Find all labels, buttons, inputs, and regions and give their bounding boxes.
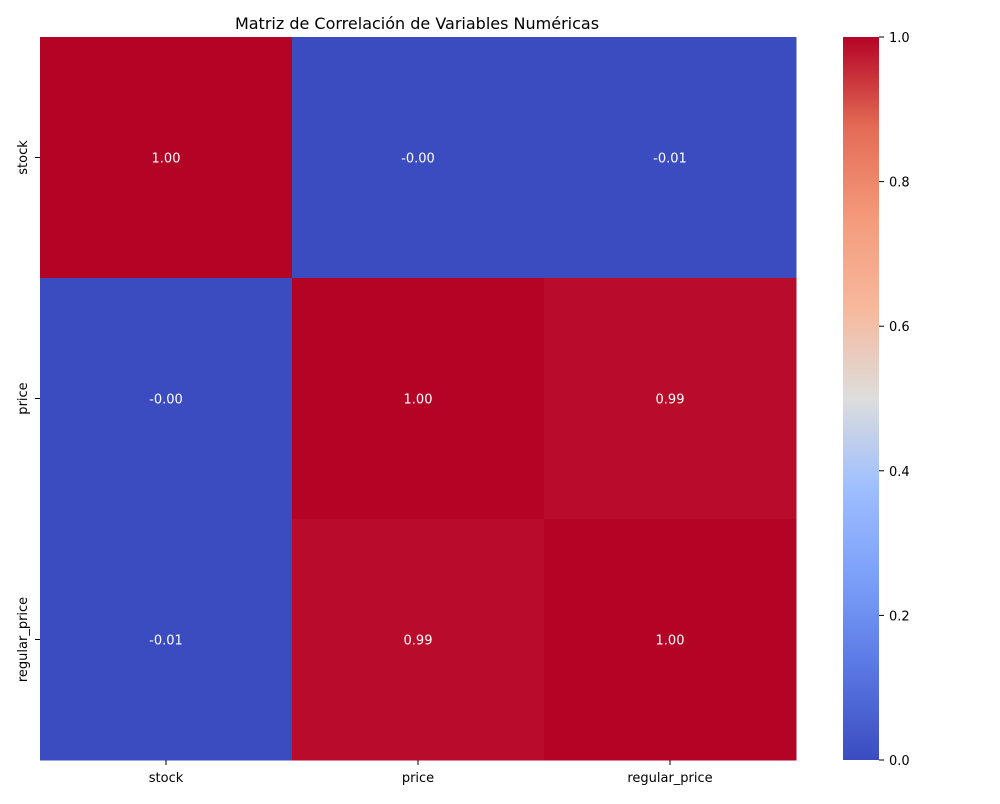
- y-axis: stock price regular_price: [16, 140, 40, 682]
- cell-annotation: 1.00: [404, 393, 433, 408]
- heatmap-cells: [40, 37, 797, 761]
- y-tick-label: regular_price: [16, 597, 31, 682]
- heatmap-cell: [40, 519, 293, 761]
- colorbar-tick-label: 0.4: [889, 465, 910, 480]
- x-axis: stock price regular_price: [149, 760, 713, 786]
- cell-annotation: -0.00: [401, 152, 435, 167]
- cell-annotation: -0.00: [149, 393, 183, 408]
- x-tick-label: regular_price: [627, 771, 712, 786]
- colorbar-tick-label: 0.8: [889, 176, 910, 191]
- colorbar: 0.0 0.2 0.4 0.6 0.8 1.0: [843, 31, 910, 769]
- cell-annotation: 0.99: [404, 634, 433, 649]
- y-tick-label: stock: [16, 140, 31, 175]
- cell-annotation: -0.01: [653, 152, 687, 167]
- cell-annotation: -0.01: [149, 634, 183, 649]
- colorbar-tick-label: 0.6: [889, 320, 910, 335]
- colorbar-tick-label: 0.0: [889, 754, 910, 769]
- heatmap-cell: [292, 278, 545, 520]
- heatmap-cell: [544, 37, 797, 279]
- heatmap-cell: [544, 278, 797, 520]
- heatmap-annotations: 1.00 -0.00 -0.01 -0.00 1.00 0.99 -0.01 0.99 1.00: [149, 152, 687, 649]
- colorbar-gradient: [843, 37, 879, 760]
- x-tick-label: stock: [149, 771, 184, 786]
- x-tick-label: price: [402, 771, 434, 786]
- colorbar-tick-label: 1.0: [889, 31, 910, 46]
- cell-annotation: 1.00: [152, 152, 181, 167]
- heatmap-cell: [292, 37, 545, 279]
- heatmap-cell: [544, 519, 797, 761]
- cell-annotation: 0.99: [656, 393, 685, 408]
- colorbar-tick-label: 0.2: [889, 609, 910, 624]
- heatmap-cell: [292, 519, 545, 761]
- heatmap-cell: [40, 37, 293, 279]
- y-tick-label: price: [16, 382, 31, 414]
- colorbar-ticks: 0.0 0.2 0.4 0.6 0.8 1.0: [879, 31, 910, 769]
- cell-annotation: 1.00: [656, 634, 685, 649]
- chart-title: Matriz de Correlación de Variables Numér…: [235, 14, 599, 33]
- heatmap-cell: [40, 278, 293, 520]
